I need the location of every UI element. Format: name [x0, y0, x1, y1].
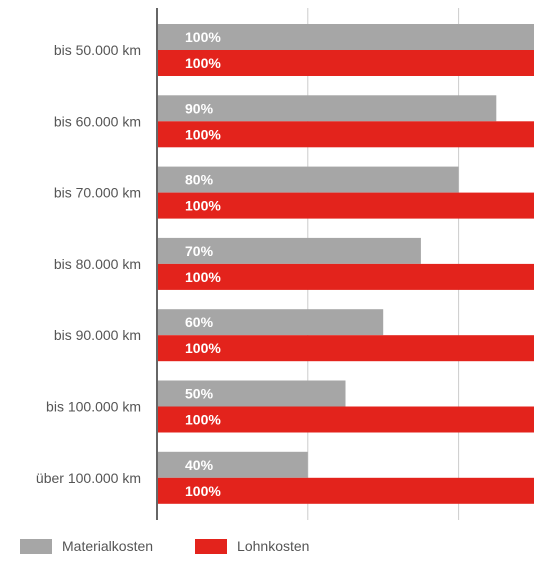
- bar-lohnkosten-3: [157, 192, 534, 219]
- data-label-materialkosten-2: 90%: [185, 100, 214, 116]
- bar-materialkosten-6: [157, 380, 346, 407]
- category-label-5: bis 90.000 km: [54, 327, 141, 343]
- data-label-lohnkosten-1: 100%: [185, 55, 221, 71]
- category-labels: bis 50.000 km bis 60.000 km bis 70.000 km b…: [36, 42, 141, 486]
- data-label-materialkosten-6: 50%: [185, 386, 214, 402]
- data-label-materialkosten-4: 70%: [185, 243, 214, 259]
- data-label-lohnkosten-5: 100%: [185, 340, 221, 356]
- category-label-4: bis 80.000 km: [54, 256, 141, 272]
- bar-materialkosten-2: [157, 95, 497, 122]
- bar-materialkosten-3: [157, 166, 459, 193]
- bar-materialkosten-4: [157, 237, 421, 264]
- legend-item-lohnkosten: Lohnkosten: [195, 538, 309, 554]
- bar-lohnkosten-5: [157, 335, 534, 362]
- category-label-7: über 100.000 km: [36, 470, 141, 486]
- legend-label-lohnkosten: Lohnkosten: [237, 538, 310, 554]
- data-label-lohnkosten-3: 100%: [185, 198, 221, 214]
- data-label-materialkosten-1: 100%: [185, 29, 221, 45]
- legend-swatch-lohnkosten: [195, 538, 228, 554]
- category-label-6: bis 100.000 km: [46, 399, 141, 415]
- data-label-lohnkosten-6: 100%: [185, 412, 221, 428]
- bar-materialkosten-5: [157, 309, 384, 336]
- data-label-lohnkosten-4: 100%: [185, 269, 221, 285]
- bar-lohnkosten-2: [157, 121, 534, 148]
- legend: Materialkosten Lohnkosten: [20, 538, 351, 554]
- data-label-materialkosten-3: 80%: [185, 172, 214, 188]
- legend-label-materialkosten: Materialkosten: [62, 538, 154, 554]
- bar-lohnkosten-4: [157, 263, 534, 290]
- bar-lohnkosten-6: [157, 406, 534, 433]
- legend-item-materialkosten: Materialkosten: [20, 538, 153, 554]
- category-label-2: bis 60.000 km: [54, 113, 141, 129]
- category-label-3: bis 70.000 km: [54, 185, 141, 201]
- data-label-materialkosten-7: 40%: [185, 457, 214, 473]
- legend-swatch-materialkosten: [20, 538, 52, 554]
- data-label-materialkosten-5: 60%: [185, 314, 214, 330]
- category-label-1: bis 50.000 km: [54, 42, 141, 58]
- bar-lohnkosten-1: [157, 50, 534, 76]
- data-label-lohnkosten-7: 100%: [185, 483, 221, 499]
- data-label-lohnkosten-2: 100%: [185, 126, 221, 142]
- bar-lohnkosten-7: [157, 477, 534, 504]
- bars: 100% 100% 90% 100% 80% 100% 70% 100% 60% 100% 50% 1…: [157, 24, 534, 504]
- bar-materialkosten-7: [157, 451, 308, 478]
- bar-materialkosten-1: [157, 24, 534, 50]
